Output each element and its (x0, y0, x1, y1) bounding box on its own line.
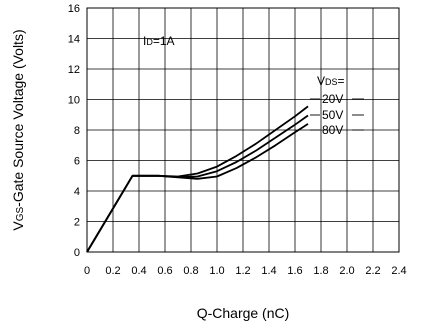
id-annotation: ID=1A (143, 34, 175, 48)
series-label-50v: 50V (322, 108, 343, 122)
series-line-80v (86, 123, 309, 253)
x-tick-label: 0 (84, 265, 90, 277)
y-tick-label: 6 (74, 156, 80, 168)
x-tick-labels: 0 0.2 0.4 0.6 0.8 1.0 1.2 1.4 1.6 1.8 2.0 2.2 2.4 (84, 265, 407, 277)
series-curves (86, 105, 309, 253)
series-leader-lines (310, 98, 364, 131)
y-axis-label: VGS-Gate Source Voltage (Volts) (10, 29, 26, 230)
y-tick-label: 12 (68, 64, 80, 76)
x-tick-label: 1.4 (261, 265, 276, 277)
y-tick-label: 2 (74, 217, 80, 229)
x-tick-label: 2.4 (391, 265, 406, 277)
x-tick-label: 0.2 (105, 265, 120, 277)
x-tick-label: 2.2 (365, 265, 380, 277)
vds-annotation: VDS= (317, 74, 345, 88)
series-line-50v (86, 114, 309, 253)
series-label-80v: 80V (322, 123, 343, 137)
y-tick-label: 16 (68, 3, 80, 15)
x-axis-label: Q-Charge (nC) (197, 305, 290, 321)
y-tick-label: 14 (68, 34, 80, 46)
y-tick-label: 4 (74, 186, 80, 198)
x-tick-label: 1.2 (235, 265, 250, 277)
plot-frame (86, 7, 400, 253)
x-tick-label: 0.4 (131, 265, 146, 277)
x-tick-label: 1.8 (313, 265, 328, 277)
x-tick-label: 2.0 (339, 265, 354, 277)
y-tick-label: 10 (68, 95, 80, 107)
x-tick-label: 1.0 (209, 265, 224, 277)
y-tick-label: 8 (74, 125, 80, 137)
x-tick-label: 0.8 (183, 265, 198, 277)
x-tick-label: 0.6 (157, 265, 172, 277)
x-tick-label: 1.6 (287, 265, 302, 277)
series-label-20v: 20V (322, 92, 343, 106)
y-tick-labels: 0 2 4 6 8 10 12 14 16 (68, 3, 80, 259)
y-tick-label: 0 (74, 247, 80, 259)
